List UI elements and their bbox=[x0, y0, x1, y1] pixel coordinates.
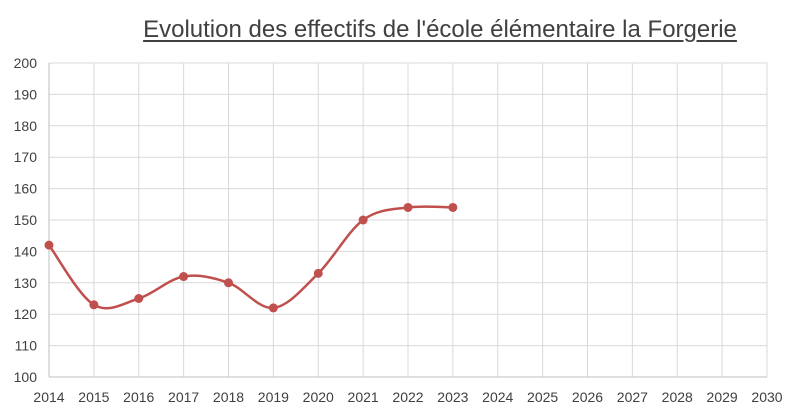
y-tick-label: 200 bbox=[14, 55, 38, 71]
x-tick-label: 2024 bbox=[482, 389, 513, 405]
data-point bbox=[313, 268, 323, 278]
x-tick-label: 2023 bbox=[437, 389, 468, 405]
x-tick-label: 2017 bbox=[168, 389, 199, 405]
y-tick-label: 170 bbox=[14, 149, 38, 165]
series-line bbox=[47, 205, 455, 310]
data-point bbox=[44, 240, 54, 250]
y-tick-label: 120 bbox=[14, 306, 38, 322]
data-point bbox=[448, 202, 458, 212]
x-tick-label: 2028 bbox=[662, 389, 693, 405]
y-tick-label: 110 bbox=[15, 338, 38, 354]
data-point bbox=[358, 215, 368, 225]
series bbox=[44, 202, 458, 313]
y-tick-label: 140 bbox=[14, 243, 38, 259]
data-point bbox=[134, 294, 144, 303]
y-tick-label: 180 bbox=[14, 118, 38, 134]
data-point bbox=[403, 202, 413, 212]
y-tick-label: 100 bbox=[14, 369, 38, 385]
chart-title: Evolution des effectifs de l'école éléme… bbox=[143, 16, 737, 43]
x-tick-label: 2020 bbox=[303, 389, 334, 405]
x-tick-label: 2019 bbox=[258, 389, 289, 405]
y-tick-label: 130 bbox=[14, 275, 38, 291]
x-tick-label: 2018 bbox=[213, 389, 244, 405]
y-tick-label: 150 bbox=[14, 212, 38, 228]
x-tick-label: 2016 bbox=[123, 389, 154, 405]
x-axis-ticks: 2014 2015 2016 2017 2018 2019 2020 2021 2022 2023… bbox=[33, 389, 782, 405]
data-point bbox=[268, 303, 278, 313]
data-point bbox=[224, 278, 233, 288]
x-tick-label: 2025 bbox=[527, 389, 558, 405]
x-tick-label: 2014 bbox=[33, 389, 64, 405]
data-point bbox=[89, 300, 99, 310]
x-tick-label: 2015 bbox=[78, 389, 109, 405]
data-point bbox=[179, 272, 189, 282]
x-tick-label: 2022 bbox=[392, 389, 423, 405]
x-tick-label: 2027 bbox=[617, 389, 648, 405]
x-tick-label: 2030 bbox=[751, 389, 782, 405]
x-tick-label: 2026 bbox=[572, 389, 603, 405]
y-axis-ticks: 100 110 120 130 140 150 160 170 180 190 200 bbox=[14, 55, 38, 385]
y-tick-label: 160 bbox=[14, 181, 38, 197]
x-tick-label: 2021 bbox=[348, 389, 379, 405]
x-tick-label: 2029 bbox=[707, 389, 738, 405]
grid bbox=[48, 62, 768, 378]
y-tick-label: 190 bbox=[14, 86, 38, 102]
